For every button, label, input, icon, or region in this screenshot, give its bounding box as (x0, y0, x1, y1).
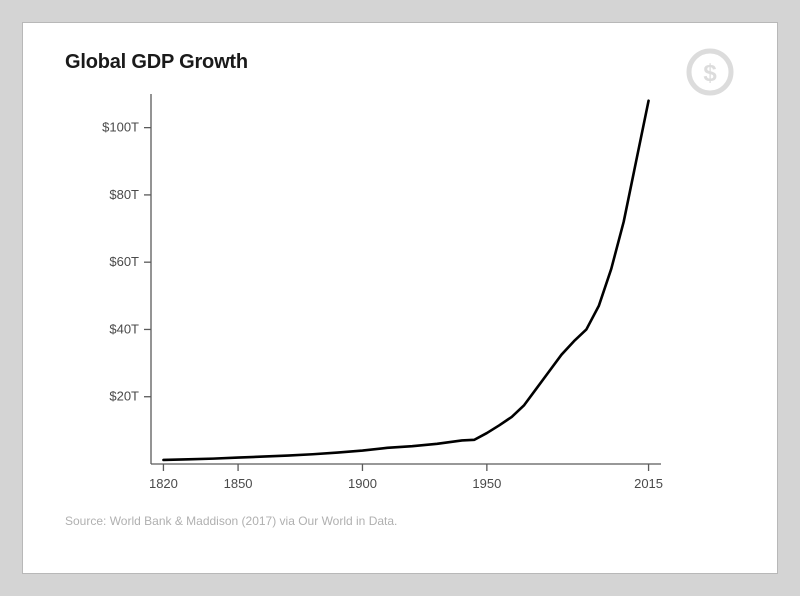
chart-source: Source: World Bank & Maddison (2017) via… (65, 514, 735, 528)
svg-text:2015: 2015 (634, 476, 663, 491)
dollar-icon: $ (685, 47, 735, 97)
svg-text:$40T: $40T (109, 321, 139, 336)
svg-text:1950: 1950 (472, 476, 501, 491)
svg-text:$80T: $80T (109, 187, 139, 202)
chart-title: Global GDP Growth (65, 51, 735, 74)
chart-card: Global GDP Growth $ $20T $40T $60T $80T $100… (22, 22, 778, 574)
svg-text:$: $ (703, 60, 717, 87)
svg-text:$20T: $20T (109, 389, 139, 404)
outer-frame: Global GDP Growth $ $20T $40T $60T $80T $100… (0, 0, 800, 596)
svg-text:1820: 1820 (149, 476, 178, 491)
svg-text:1850: 1850 (224, 476, 253, 491)
svg-text:1900: 1900 (348, 476, 377, 491)
svg-text:$100T: $100T (102, 120, 139, 135)
svg-text:$60T: $60T (109, 254, 139, 269)
chart-plot: $20T $40T $60T $80T $100T 1820 1850 1900 1950 201… (65, 94, 735, 504)
